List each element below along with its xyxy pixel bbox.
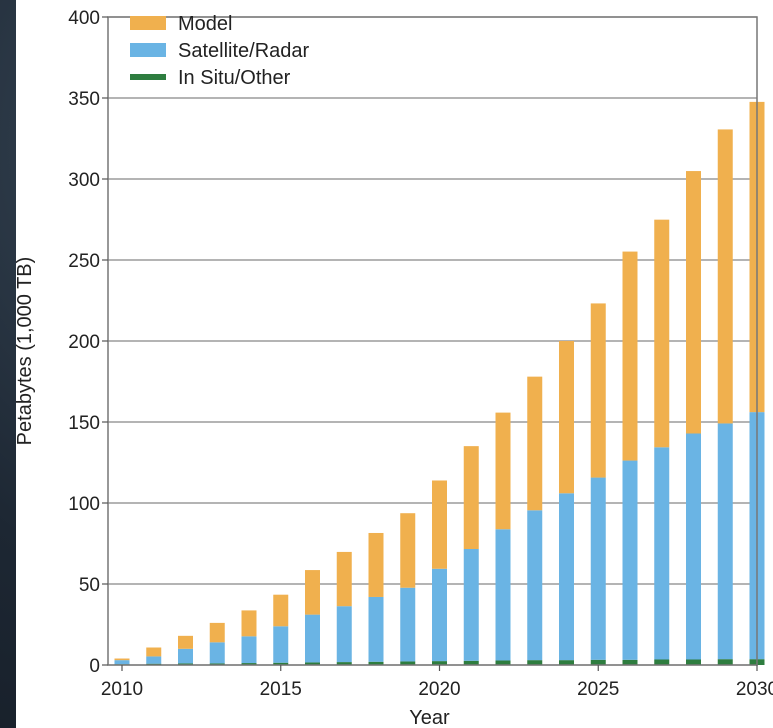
bar-segment-in-situ-other: [209, 663, 225, 665]
bar-segment-model: [368, 532, 384, 597]
x-tick-label: 2025: [577, 679, 619, 700]
legend-swatch: [130, 16, 166, 30]
x-tick-label: 2030: [736, 679, 773, 700]
bar-segment-in-situ-other: [463, 660, 479, 665]
bar-segment-model: [114, 658, 130, 661]
bar-segment-satellite-radar: [273, 626, 289, 663]
x-tick-label: 2010: [101, 679, 143, 700]
bar-segment-in-situ-other: [178, 663, 193, 665]
bar-segment-satellite-radar: [686, 433, 701, 660]
bar-segment-satellite-radar: [336, 606, 352, 663]
bar-segment-satellite-radar: [209, 642, 225, 664]
y-axis-ticks: 0 50 100 150 200 250 300 350 400: [68, 8, 108, 677]
x-tick-label: 2015: [260, 679, 302, 700]
x-tick-label: 2020: [418, 679, 460, 700]
bar-segment-satellite-radar: [622, 460, 638, 660]
legend-label: Model: [178, 13, 232, 35]
bar-segment-in-situ-other: [368, 661, 384, 665]
bar-segment-in-situ-other: [273, 662, 289, 665]
bar-segment-satellite-radar: [178, 648, 193, 664]
y-tick-label: 300: [68, 170, 100, 191]
y-tick-label: 200: [68, 332, 100, 353]
bar-segment-in-situ-other: [305, 662, 320, 665]
legend-label: Satellite/Radar: [178, 40, 310, 62]
legend-swatch: [130, 74, 166, 80]
bar-segment-satellite-radar: [432, 568, 447, 662]
bar-segment-satellite-radar: [146, 656, 162, 664]
bar-segment-in-situ-other: [241, 663, 257, 665]
bar-segment-in-situ-other: [590, 659, 606, 665]
y-tick-label: 150: [68, 413, 100, 434]
bar-segment-model: [527, 376, 543, 511]
legend: Model Satellite/Radar In Situ/Other: [130, 13, 310, 89]
bar-segment-satellite-radar: [241, 636, 257, 664]
y-tick-label: 400: [68, 8, 100, 29]
bar-segment-satellite-radar: [114, 660, 130, 665]
bar-segment-satellite-radar: [559, 493, 574, 661]
bar-segment-satellite-radar: [368, 596, 384, 662]
bar-segment-in-situ-other: [400, 661, 416, 665]
y-axis-title: Petabytes (1,000 TB): [14, 257, 36, 446]
bar-segment-model: [463, 446, 479, 550]
x-axis-title: Year: [409, 707, 450, 728]
bar-segment-model: [590, 303, 606, 478]
bar-segment-satellite-radar: [717, 423, 733, 660]
y-tick-label: 50: [79, 575, 100, 596]
bar-segment-in-situ-other: [432, 661, 447, 665]
bar-segment-model: [209, 622, 225, 643]
bar-segment-satellite-radar: [400, 587, 416, 662]
bar-segment-in-situ-other: [686, 659, 701, 665]
bar-segment-in-situ-other: [717, 659, 733, 665]
bar-segment-model: [654, 219, 670, 448]
bar-segment-in-situ-other: [654, 659, 670, 665]
bar-segment-model: [400, 513, 416, 588]
bar-segment-satellite-radar: [305, 614, 320, 663]
bar-segment-model: [622, 251, 638, 461]
bar-segment-satellite-radar: [495, 529, 511, 661]
chart-panel: [16, 0, 773, 728]
legend-label: In Situ/Other: [178, 67, 291, 89]
bar-segment-model: [432, 480, 447, 569]
bar-segment-in-situ-other: [336, 662, 352, 665]
y-tick-label: 350: [68, 89, 100, 110]
x-axis-ticks: 2010 2015 2020 2025 2030: [101, 665, 773, 700]
bar-segment-model: [686, 171, 701, 434]
bar-segment-in-situ-other: [622, 659, 638, 665]
bar-segment-model: [336, 551, 352, 607]
legend-swatch: [130, 43, 166, 57]
y-tick-label: 100: [68, 494, 100, 515]
bar-segment-satellite-radar: [463, 549, 479, 661]
bar-segment-model: [273, 594, 289, 627]
bar-segment-model: [305, 570, 320, 615]
bar-segment-model: [178, 635, 193, 649]
bar-segment-model: [559, 341, 574, 494]
y-tick-label: 250: [68, 251, 100, 272]
bar-segment-satellite-radar: [590, 477, 606, 660]
bar-segment-model: [717, 129, 733, 424]
bar-segment-satellite-radar: [527, 510, 543, 661]
bar-segment-in-situ-other: [495, 660, 511, 665]
bars: [114, 101, 765, 665]
bar-segment-model: [495, 412, 511, 530]
bar-segment-in-situ-other: [559, 660, 574, 665]
y-tick-label: 0: [89, 656, 100, 677]
bar-segment-satellite-radar: [654, 447, 670, 660]
bar-segment-model: [241, 610, 257, 637]
bar-segment-in-situ-other: [527, 660, 543, 665]
bar-segment-model: [146, 647, 162, 657]
